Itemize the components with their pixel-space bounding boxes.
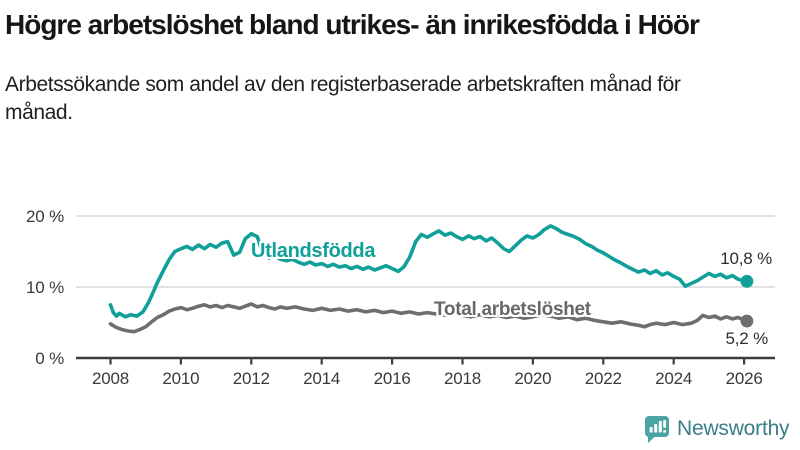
- series-label-total-arbetsloshet: Total arbetslöshet: [434, 299, 591, 320]
- line-total-arbetsl-shet: [108, 302, 749, 334]
- end-dot-total-arbetsl-shet: [740, 314, 754, 328]
- x-tick-label-2024: 2024: [655, 369, 693, 388]
- newsworthy-logo[interactable]: Newsworthy: [644, 415, 790, 443]
- series-label-utlandsfodda: Utlandsfödda: [251, 240, 376, 262]
- line-utlandsf-dda: [108, 224, 749, 319]
- newsworthy-wordmark: Newsworthy: [677, 417, 790, 440]
- chart-header: Högre arbetslöshet bland utrikes- än inr…: [5, 6, 794, 127]
- newsworthy-speech-bubble-icon: [645, 416, 669, 443]
- end-value-label-utlandsfodda: 10,8 %: [720, 249, 772, 268]
- chart-subtitle: Arbetssökande som andel av den registerb…: [5, 73, 681, 124]
- x-tick-label-2026: 2026: [725, 369, 763, 388]
- end-value-label-total: 5,2 %: [725, 329, 769, 348]
- x-tick-label-2014: 2014: [303, 369, 341, 388]
- x-tick-label-2018: 2018: [443, 369, 482, 388]
- end-dot-utlandsf-dda: [740, 274, 754, 288]
- y-tick-label-20: 20 %: [26, 207, 64, 226]
- x-tick-label-2020: 2020: [514, 369, 552, 388]
- chart-title: Högre arbetslöshet bland utrikes- än inr…: [5, 9, 700, 40]
- x-tick-label-2022: 2022: [584, 369, 622, 388]
- x-tick-label-2008: 2008: [91, 369, 130, 388]
- y-tick-label-10: 10 %: [26, 278, 64, 297]
- y-tick-label-0: 0 %: [35, 349, 64, 368]
- x-tick-label-2012: 2012: [232, 369, 270, 388]
- x-tick-label-2010: 2010: [162, 369, 200, 388]
- x-tick-label-2016: 2016: [373, 369, 411, 388]
